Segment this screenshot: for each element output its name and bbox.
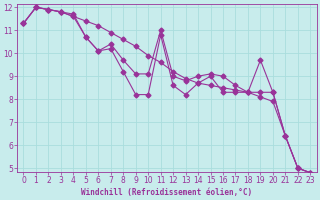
X-axis label: Windchill (Refroidissement éolien,°C): Windchill (Refroidissement éolien,°C) — [81, 188, 252, 197]
